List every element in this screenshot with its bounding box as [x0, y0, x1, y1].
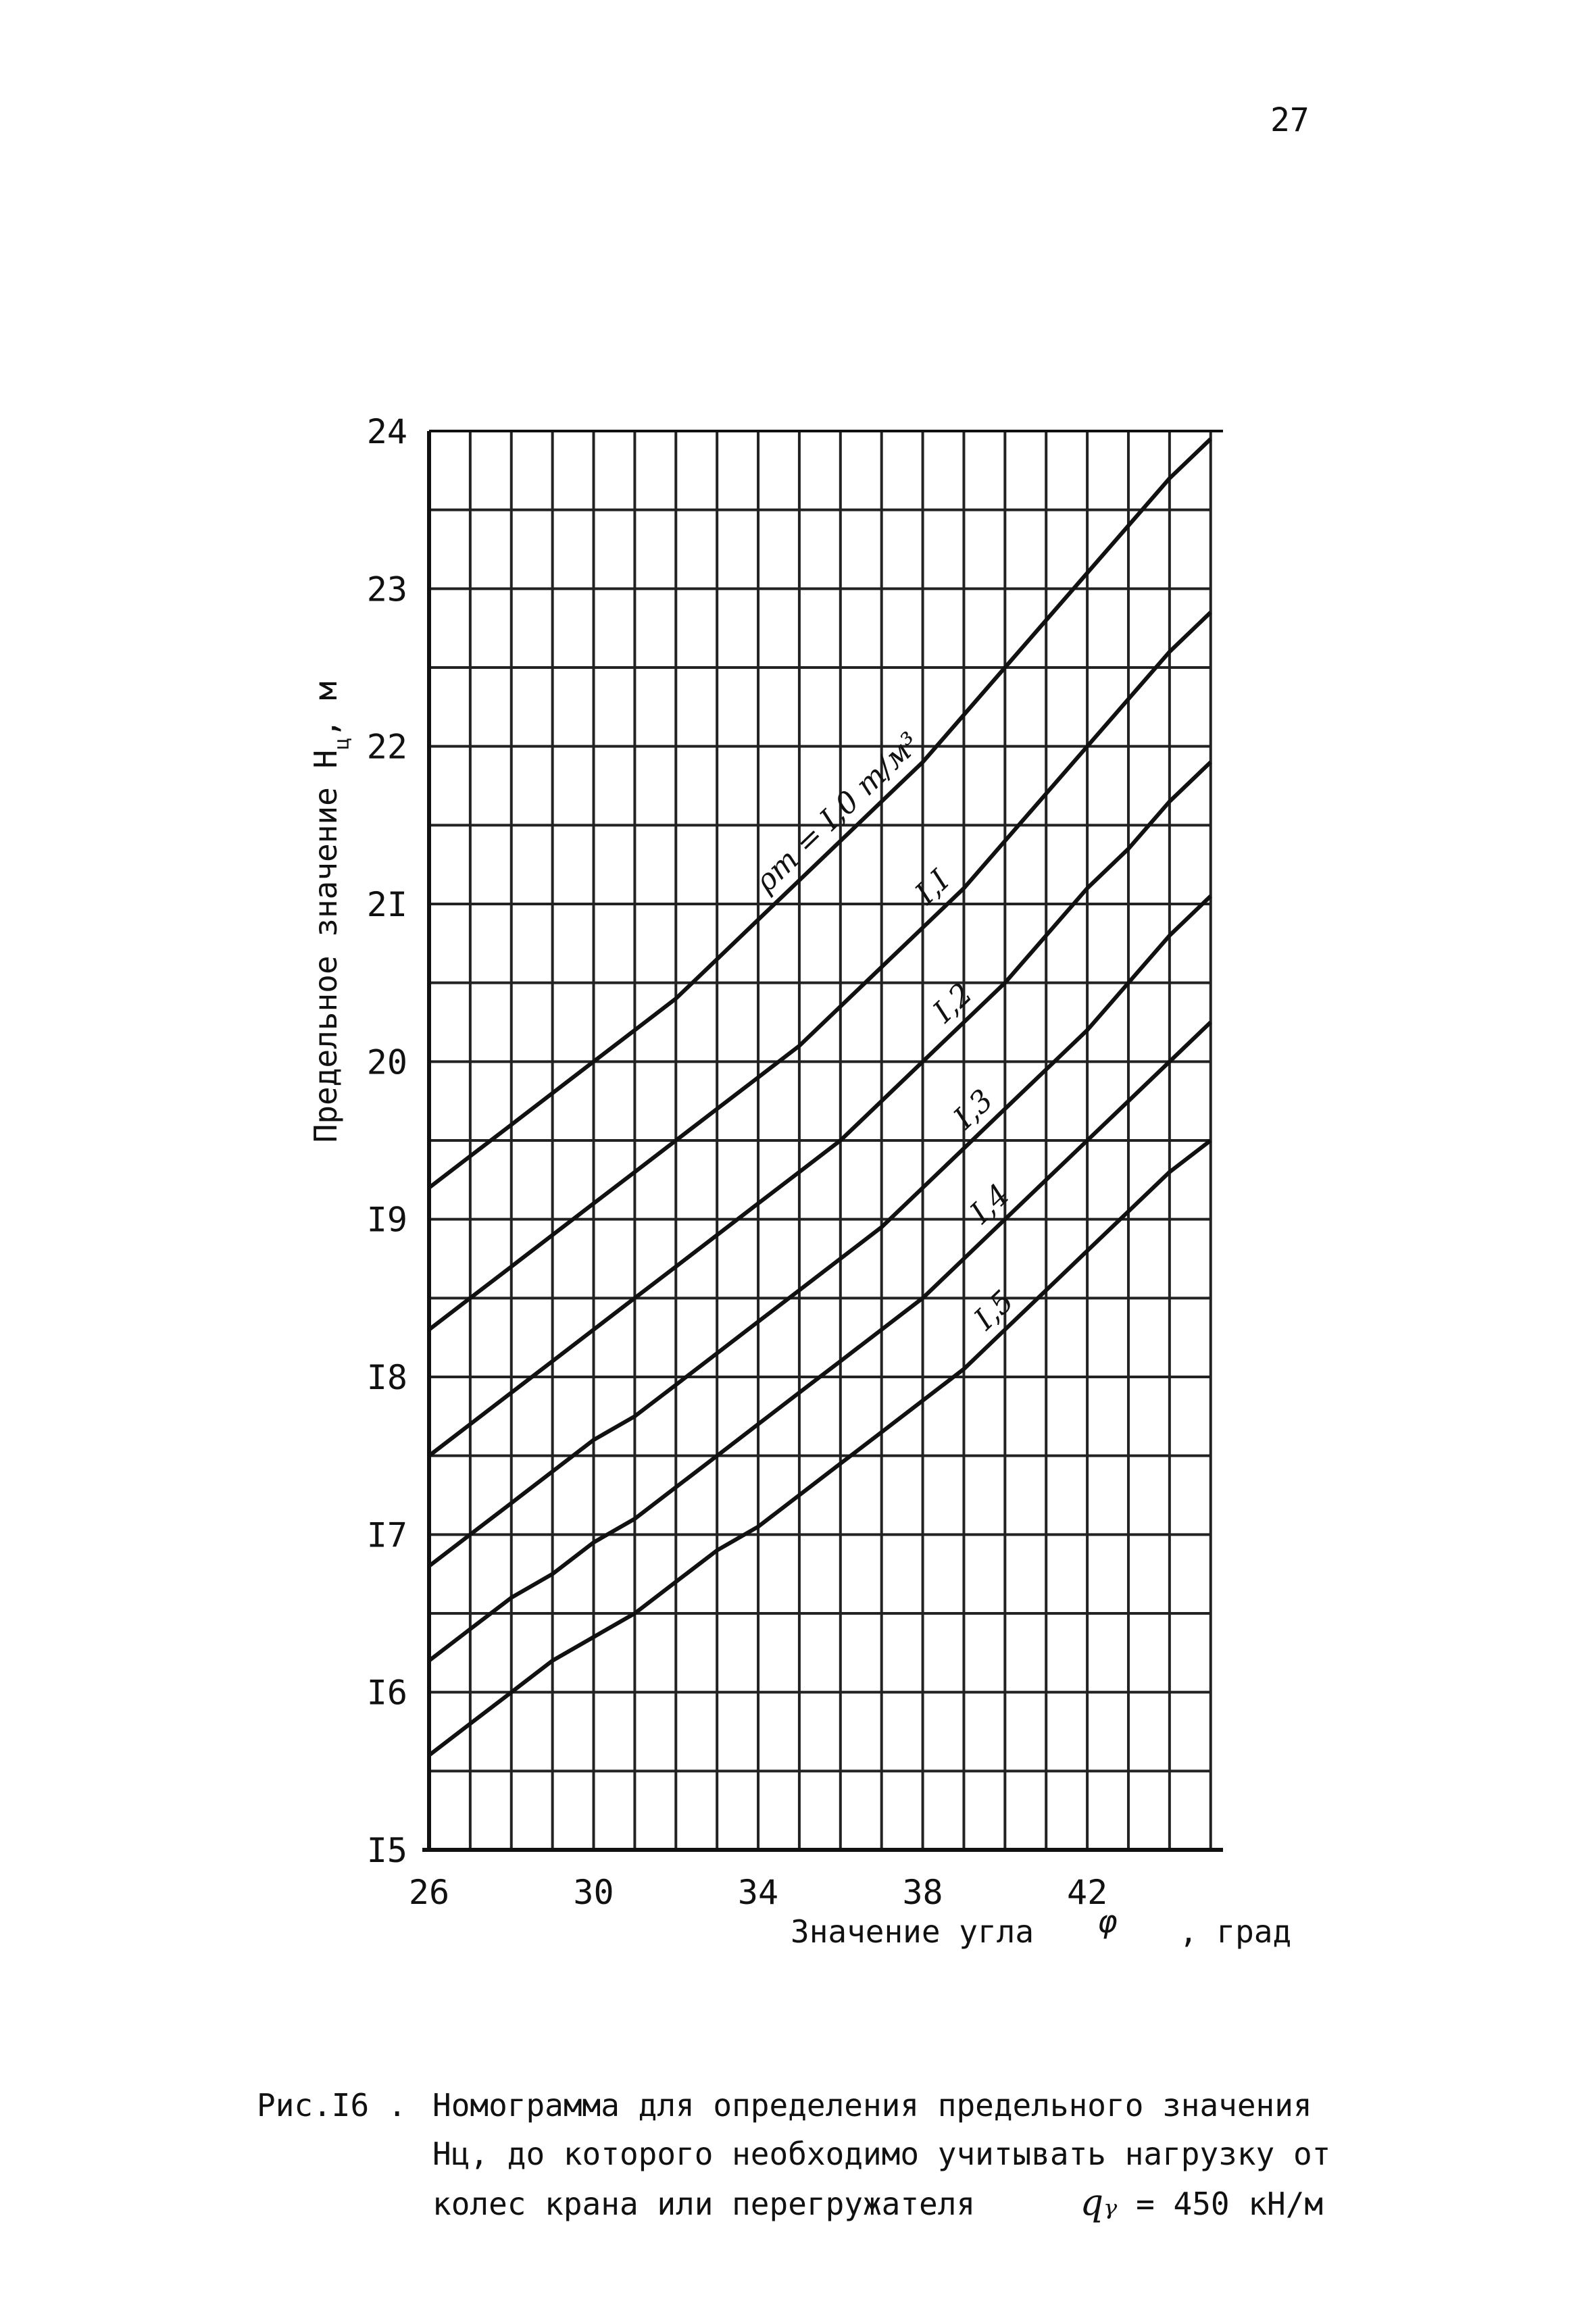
caption-line-3-text: колес крана или перегружателя	[432, 2186, 976, 2222]
y-tick-label: I6	[367, 1674, 407, 1713]
series-line-3	[428, 760, 1212, 1458]
y-tick-label: I9	[367, 1201, 407, 1240]
x-tick-label: 30	[573, 1873, 614, 1912]
x-axis-symbol: φ	[1098, 1903, 1118, 1940]
curve-label-5: I,4	[963, 1178, 1016, 1231]
chart-series	[428, 437, 1212, 1757]
caption-symbol: qᵧ	[1080, 2181, 1118, 2223]
y-axis-label: Предельное значение Hц, м	[307, 682, 354, 1143]
y-tick-label: I5	[367, 1831, 407, 1870]
curve-label-3: I,2	[926, 976, 980, 1030]
caption-line-3: колес крана или перегружателя qᵧ = 450 к…	[432, 2178, 1419, 2228]
y-tick-label: I7	[367, 1515, 407, 1555]
y-tick-label: 23	[367, 570, 407, 609]
x-tick-label: 42	[1067, 1873, 1107, 1912]
caption-value: = 450 кН/м	[1136, 2186, 1324, 2222]
caption-line-1: Номограмма для определения предельного з…	[432, 2087, 1312, 2123]
y-tick-label: 22	[367, 728, 407, 767]
caption-line-2: Hц, до которого необходимо учитывать наг…	[432, 2136, 1331, 2172]
page-number: 27	[1270, 101, 1310, 139]
x-tick-label: 38	[902, 1873, 943, 1912]
series-line-1	[428, 437, 1212, 1190]
chart-ticks: I5 I6 I7 I8 I9 20 2I 22 23 24 26 30 34 38 42	[367, 412, 1107, 1912]
x-tick-label: 34	[738, 1873, 778, 1912]
caption-prefix: Рис.I6 .	[257, 2087, 407, 2123]
y-tick-label: 2I	[367, 885, 407, 924]
x-axis-label: Значение угла	[791, 1913, 1034, 1950]
y-tick-label: I8	[367, 1358, 407, 1397]
y-tick-label: 24	[367, 412, 407, 451]
curve-label-6: I,5	[967, 1284, 1020, 1337]
x-axis-unit: , град	[1179, 1913, 1291, 1950]
series-line-5	[428, 1020, 1212, 1663]
chart-axes	[422, 430, 1223, 1852]
series-line-4	[428, 895, 1212, 1568]
series-line-6	[428, 1138, 1212, 1757]
curve-label-1: ρm = I,0 т/м³	[748, 726, 926, 899]
figure-caption: Рис.I6 . Номограмма для определения пред…	[257, 2081, 1419, 2228]
series-line-2	[428, 611, 1212, 1332]
curve-label-4: I,3	[947, 1083, 1000, 1136]
x-tick-label: 26	[409, 1873, 449, 1912]
chart-grid	[428, 430, 1212, 1851]
y-tick-label: 20	[367, 1042, 407, 1082]
